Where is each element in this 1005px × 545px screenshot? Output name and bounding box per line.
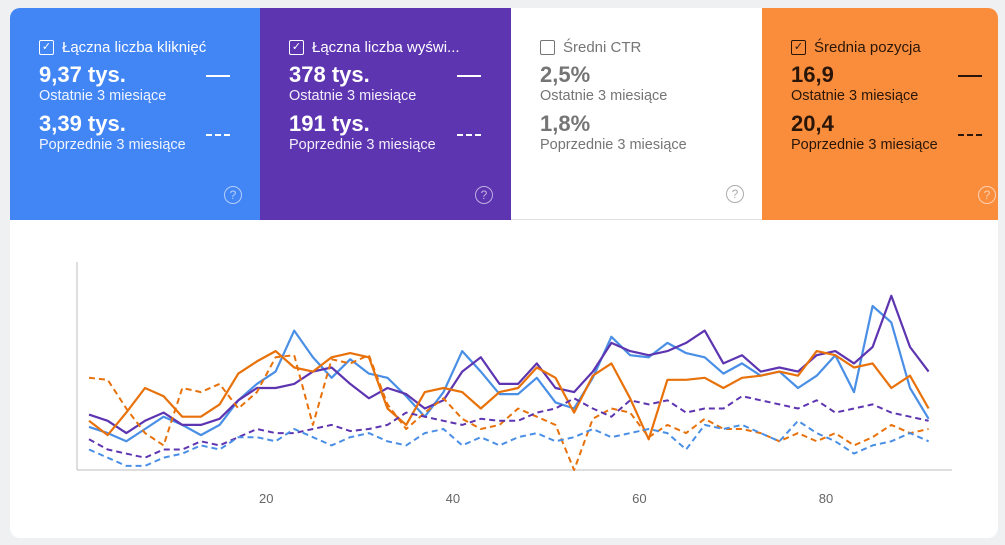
x-tick-label: 20 [259, 491, 273, 506]
metric-card-clicks[interactable]: ✓ Łączna liczba kliknięć 9,37 tys. Ostatn… [10, 8, 260, 220]
previous-period-label: Poprzednie 3 miesiące [540, 137, 687, 153]
current-value: 16,9 [791, 62, 834, 87]
metric-card-position[interactable]: ✓ Średnia pozycja 16,9 Ostatnie 3 miesiąc… [762, 8, 998, 220]
solid-line-legend-icon [457, 75, 481, 77]
x-tick-label: 60 [632, 491, 646, 506]
series-line-clicks-current [88, 304, 930, 443]
solid-line-legend-icon [958, 75, 982, 77]
checkbox-checked-icon[interactable]: ✓ [39, 39, 54, 55]
current-period-label: Ostatnie 3 miesiące [39, 88, 167, 104]
current-period-label: Ostatnie 3 miesiące [289, 88, 417, 104]
series-line-position-current [88, 350, 930, 441]
previous-value: 20,4 [791, 111, 834, 136]
checkbox-checked-icon[interactable]: ✓ [791, 39, 806, 55]
help-circle-icon[interactable]: ? [978, 186, 996, 204]
metric-card-ctr[interactable]: Średni CTR 2,5% Ostatnie 3 miesiące 1,8%… [511, 8, 762, 220]
previous-value: 3,39 tys. [39, 111, 126, 136]
dashed-line-legend-icon [206, 134, 230, 136]
help-circle-icon[interactable]: ? [475, 186, 493, 204]
x-tick-label: 80 [819, 491, 833, 506]
previous-period-label: Poprzednie 3 miesiące [289, 137, 436, 153]
series-line-impressions-previous [88, 395, 929, 459]
metric-label: Łączna liczba kliknięć [62, 38, 207, 56]
solid-line-legend-icon [206, 75, 230, 77]
previous-period-label: Poprzednie 3 miesiące [791, 137, 938, 153]
previous-period-label: Poprzednie 3 miesiące [39, 137, 186, 153]
metric-cards: ✓ Łączna liczba kliknięć 9,37 tys. Ostatn… [10, 8, 998, 220]
current-period-label: Ostatnie 3 miesiące [791, 88, 919, 104]
checkbox-checked-icon[interactable]: ✓ [289, 39, 304, 55]
metric-label: Łączna liczba wyświ... [312, 38, 460, 56]
x-tick-label: 40 [446, 491, 460, 506]
previous-value: 1,8% [540, 111, 591, 136]
dashed-line-legend-icon [457, 134, 481, 136]
help-circle-icon[interactable]: ? [726, 185, 744, 203]
checkbox-icon[interactable] [540, 39, 555, 55]
current-value: 378 tys. [289, 62, 370, 87]
series-line-impressions-current [88, 294, 930, 435]
series-line-clicks-previous [88, 419, 930, 467]
metric-label: Średni CTR [563, 38, 642, 56]
metric-card-impressions[interactable]: ✓ Łączna liczba wyświ... 378 tys. Ostatni… [260, 8, 511, 220]
current-value: 2,5% [540, 62, 591, 87]
current-value: 9,37 tys. [39, 62, 126, 87]
dashed-line-legend-icon [958, 134, 982, 136]
previous-value: 191 tys. [289, 111, 370, 136]
metric-label: Średnia pozycja [814, 38, 921, 56]
help-circle-icon[interactable]: ? [224, 186, 242, 204]
current-period-label: Ostatnie 3 miesiące [540, 88, 668, 104]
series-line-position-previous [88, 354, 929, 471]
